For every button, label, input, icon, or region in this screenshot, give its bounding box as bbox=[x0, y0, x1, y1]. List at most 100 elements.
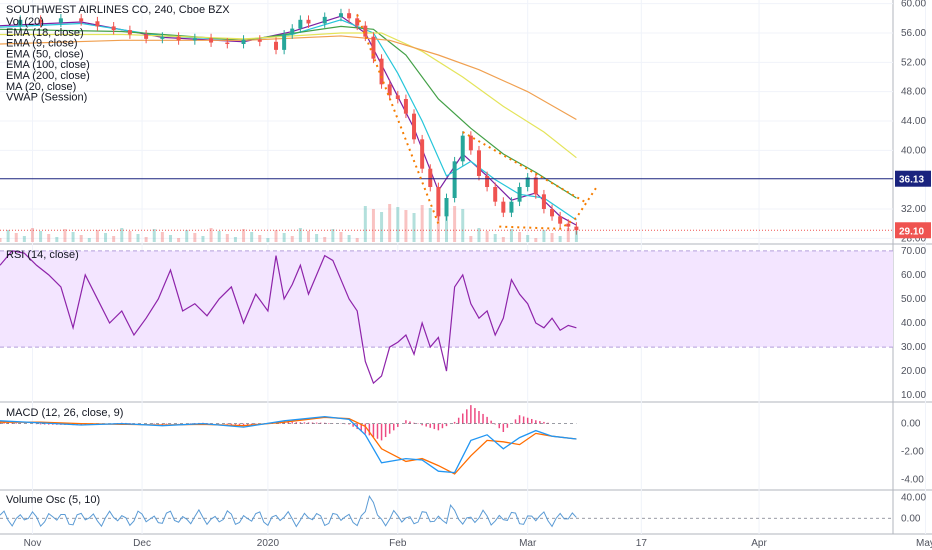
volume-bar bbox=[120, 228, 124, 242]
rsi-legend: RSI (14, close) bbox=[6, 249, 79, 261]
projection-path bbox=[499, 186, 598, 230]
volume-bar bbox=[550, 233, 554, 242]
volume-bar bbox=[461, 209, 465, 242]
candle-body bbox=[412, 113, 417, 140]
candle-body bbox=[550, 209, 555, 217]
candle-body bbox=[322, 16, 327, 24]
volosc-legend: Volume Osc (5, 10) bbox=[6, 494, 100, 506]
volume-bar bbox=[445, 214, 448, 242]
volume-bar bbox=[22, 236, 26, 242]
volume-bar bbox=[509, 229, 513, 242]
volume-bar bbox=[6, 230, 10, 242]
level-price-label: 36.13 bbox=[899, 175, 924, 186]
macd-line bbox=[0, 415, 577, 474]
candle-body bbox=[176, 36, 181, 41]
candle-body bbox=[574, 226, 579, 231]
volume-bar bbox=[233, 237, 237, 242]
volume-bar bbox=[420, 205, 424, 242]
volume-bar bbox=[315, 234, 319, 242]
volume-bar bbox=[144, 237, 148, 242]
volume-bar bbox=[39, 231, 43, 242]
rsi-axis-label: 10.00 bbox=[901, 390, 926, 401]
price-axis-label: 52.00 bbox=[901, 57, 926, 68]
volume-bar bbox=[250, 232, 254, 242]
volume-bar bbox=[526, 235, 530, 242]
candle-body bbox=[444, 198, 449, 217]
indicator-legend-entry: EMA (18, close) bbox=[6, 27, 84, 39]
time-axis-label: Feb bbox=[389, 538, 407, 549]
volume-bar bbox=[331, 229, 335, 242]
candle-body bbox=[525, 177, 530, 187]
volume-bar bbox=[453, 206, 457, 242]
candle-body bbox=[452, 161, 457, 198]
volume-bar bbox=[371, 209, 375, 242]
candle-body bbox=[306, 19, 311, 24]
last-price-tag bbox=[895, 222, 931, 239]
price-axis-label: 48.00 bbox=[901, 87, 926, 98]
volume-bar bbox=[501, 237, 505, 242]
macd-legend: MACD (12, 26, close, 9) bbox=[6, 407, 123, 419]
candle-body bbox=[192, 38, 197, 41]
time-axis-label: Mar bbox=[519, 538, 537, 549]
volosc-axis-label: 40.00 bbox=[901, 492, 926, 503]
volume-bar bbox=[242, 229, 246, 242]
candle-body bbox=[403, 99, 408, 114]
candle-body bbox=[298, 19, 303, 29]
price-axis-label: 40.00 bbox=[901, 145, 926, 156]
volume-bar bbox=[14, 233, 18, 242]
volume-bar bbox=[469, 236, 473, 242]
volume-bar bbox=[95, 230, 99, 242]
rsi-axis-label: 50.00 bbox=[901, 294, 926, 305]
volume-bar bbox=[160, 232, 164, 242]
last-price-label: 29.10 bbox=[899, 226, 924, 237]
price-axis-label: 28.00 bbox=[901, 233, 926, 244]
volume-bar bbox=[266, 238, 270, 242]
ema-line bbox=[0, 25, 577, 199]
indicator-legend-entry: EMA (100, close) bbox=[6, 59, 90, 71]
volume-bar bbox=[485, 231, 489, 242]
macd-axis-label: -2.00 bbox=[901, 447, 924, 458]
rsi-axis-label: 30.00 bbox=[901, 342, 926, 353]
price-axis-label: 60.00 bbox=[901, 0, 926, 10]
volume-oscillator-line bbox=[0, 494, 577, 528]
volume-bar bbox=[87, 238, 91, 242]
trend-line bbox=[356, 14, 440, 225]
candle-body bbox=[509, 201, 514, 213]
volume-bar bbox=[347, 235, 351, 242]
candle-body bbox=[127, 30, 132, 35]
volume-bar bbox=[47, 234, 51, 242]
rsi-axis-label: 40.00 bbox=[901, 318, 926, 329]
candle-body bbox=[476, 150, 481, 176]
volume-bar bbox=[477, 228, 481, 242]
candle-body bbox=[363, 25, 368, 37]
volume-bar bbox=[0, 238, 2, 242]
rsi-axis-label: 20.00 bbox=[901, 366, 926, 377]
volume-bar bbox=[177, 238, 181, 242]
volume-bar bbox=[298, 228, 302, 242]
volume-bar bbox=[542, 230, 546, 242]
volume-bar bbox=[566, 228, 570, 242]
candle-body bbox=[95, 21, 100, 27]
candle-body bbox=[468, 135, 473, 151]
candle-body bbox=[347, 13, 352, 19]
candle-body bbox=[387, 84, 392, 96]
rsi-axis-label: 60.00 bbox=[901, 270, 926, 281]
candle-body bbox=[436, 187, 441, 217]
volume-bar bbox=[404, 210, 408, 242]
volume-bar bbox=[225, 234, 229, 242]
candle-body bbox=[257, 39, 262, 42]
candle-body bbox=[501, 201, 506, 213]
volume-bar bbox=[128, 231, 132, 242]
candle-body bbox=[58, 18, 63, 23]
macd-axis-label: 0.00 bbox=[901, 419, 921, 430]
candle-body bbox=[428, 168, 433, 187]
volume-bar bbox=[518, 232, 522, 242]
time-axis-label: Dec bbox=[133, 538, 151, 549]
volosc-axis-label: 0.00 bbox=[901, 513, 921, 524]
rsi-line bbox=[0, 250, 577, 385]
time-axis-label: 2020 bbox=[257, 538, 280, 549]
macd-signal-line bbox=[0, 416, 577, 475]
volume-bar bbox=[274, 230, 278, 242]
